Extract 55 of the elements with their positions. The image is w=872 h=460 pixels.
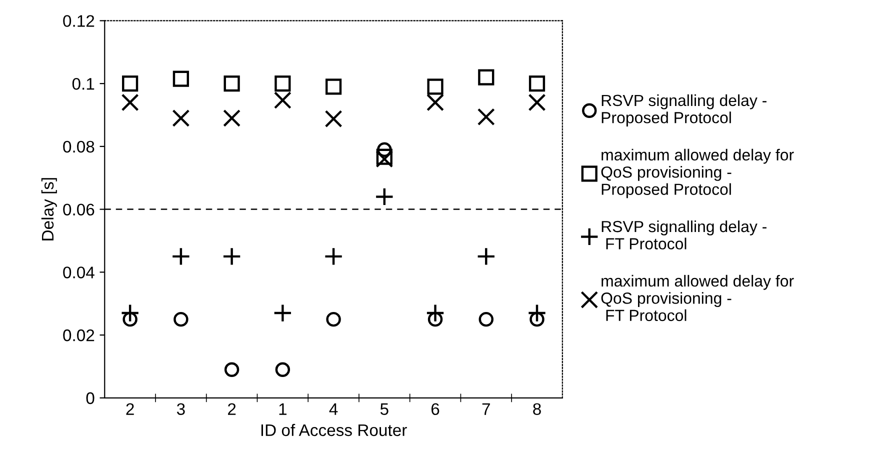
point (120, 304, 140, 322)
y-tick-label: 0.06 (63, 204, 94, 216)
x-tick-label: 8 (533, 403, 541, 416)
point (528, 304, 546, 322)
point (427, 78, 444, 95)
x-tick-label: 1 (279, 403, 286, 415)
y-tick-label: 0.02 (63, 329, 94, 342)
point (224, 362, 240, 377)
point (274, 76, 291, 92)
point (426, 94, 444, 112)
x-tick-label: 4 (329, 403, 338, 415)
legend-label: RSVP signalling delay - FT Protocol (602, 220, 766, 250)
y-axis-title: Delay [s] (41, 178, 57, 240)
y-tick-label: 0.1 (72, 78, 94, 90)
legend-label: RSVP signalling delay - Proposed Protocol (602, 94, 766, 126)
point (377, 142, 392, 157)
point (326, 312, 341, 327)
y-tick-label: 0.08 (63, 140, 94, 153)
point (476, 247, 496, 266)
x-tick-label: 3 (176, 403, 185, 416)
x-tick-label: 5 (380, 403, 388, 416)
point (172, 109, 190, 127)
legend-label: maximum allowed delay for QoS provisioning - Proposed Protocol (601, 148, 794, 198)
point (477, 108, 495, 126)
x-tick-label: 2 (228, 403, 236, 415)
x-axis-title: ID of Access Router (261, 424, 407, 436)
point (222, 247, 242, 266)
point (478, 312, 494, 327)
point (374, 187, 394, 206)
point (478, 69, 494, 86)
point (121, 94, 139, 112)
point (122, 76, 138, 92)
point (172, 70, 189, 87)
x-tick-label: 7 (482, 403, 490, 415)
x-tick-label: 2 (126, 403, 134, 415)
point (223, 109, 241, 127)
point (325, 78, 342, 95)
point (324, 110, 342, 128)
point (324, 247, 343, 266)
legend-label: maximum allowed delay for QoS provisioning - FT Protocol (601, 274, 794, 322)
point (174, 312, 188, 327)
point (224, 76, 240, 92)
y-tick-label: 0 (86, 392, 94, 404)
point (528, 94, 546, 112)
x-tick-label: 6 (431, 403, 440, 416)
point (274, 91, 292, 109)
point (275, 362, 290, 377)
point (528, 76, 546, 92)
point (273, 304, 292, 322)
point (171, 247, 190, 266)
point (426, 304, 445, 322)
y-tick-label: 0.12 (63, 15, 94, 27)
point (376, 148, 392, 165)
point (376, 150, 394, 168)
y-tick-label: 0.04 (63, 266, 94, 278)
